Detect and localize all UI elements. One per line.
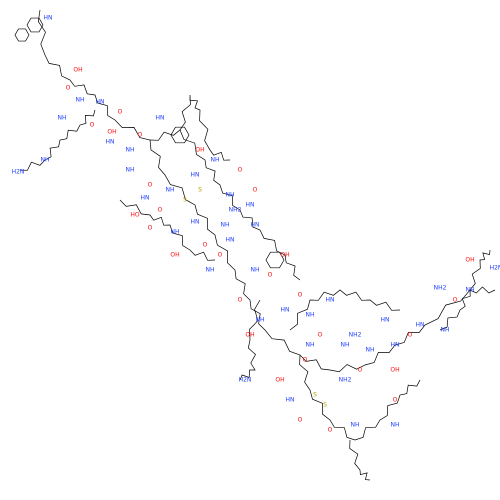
atom-label: HN xyxy=(326,297,335,304)
atom-label: OH xyxy=(73,67,82,74)
atom-label: HN xyxy=(281,307,290,314)
atom-label: O xyxy=(90,122,95,129)
atom-label: O xyxy=(66,85,71,92)
atom-label: H2N xyxy=(239,377,252,384)
atom-label: NH xyxy=(41,157,50,164)
atom-label: O xyxy=(408,332,413,339)
ring xyxy=(26,17,44,33)
atom-label: OH xyxy=(465,257,474,264)
bonds xyxy=(14,9,496,481)
atom-label: NH xyxy=(341,342,350,349)
atom-label: O xyxy=(218,252,223,259)
atom-label: HN xyxy=(416,322,425,329)
bond xyxy=(439,249,491,331)
atom-label: NH xyxy=(126,167,135,174)
atom-label: NH xyxy=(306,342,315,349)
atom-label: NH xyxy=(206,267,215,274)
atom-label: NH2 xyxy=(349,332,362,339)
atom-label: NH xyxy=(171,229,180,236)
bond xyxy=(299,354,421,441)
atom-label: NH xyxy=(226,192,235,199)
atom-label: NH xyxy=(441,327,450,334)
atom-label: NH xyxy=(58,115,67,122)
atom-label: O xyxy=(253,187,258,194)
bond xyxy=(289,289,401,331)
ring xyxy=(14,28,30,42)
ring xyxy=(170,126,190,144)
atom-label: O xyxy=(393,397,398,404)
atom-label: O xyxy=(268,272,273,279)
ring xyxy=(265,251,285,269)
atom-label: HN xyxy=(156,115,165,122)
atom-label: O xyxy=(453,297,458,304)
atom-label: OH xyxy=(170,252,179,259)
atom-label: NH xyxy=(466,287,475,294)
atom-label: O xyxy=(328,427,333,434)
atom-label: S xyxy=(183,197,187,204)
atom-label: NH xyxy=(76,97,85,104)
bond xyxy=(349,439,371,481)
atom-label: NH xyxy=(211,157,220,164)
atom-label: HN xyxy=(141,195,150,202)
bond xyxy=(37,9,496,373)
bond xyxy=(19,109,96,171)
atom-label: O xyxy=(318,332,323,339)
atom-label: O xyxy=(238,167,243,174)
atom-label: OH xyxy=(275,377,284,384)
atom-label: HN xyxy=(381,317,390,324)
bond xyxy=(119,199,216,261)
atom-label: O xyxy=(203,242,208,249)
atom-label: NH2 xyxy=(339,377,352,384)
atom-label: NH xyxy=(221,222,230,229)
atom-label: O xyxy=(148,182,153,189)
atom-label: NH xyxy=(166,187,175,194)
atom-label: HN xyxy=(96,99,105,106)
atom-label: NH xyxy=(391,422,400,429)
atom-label: OH xyxy=(107,129,116,136)
atom-label: HN xyxy=(191,172,200,179)
atom-label: H2N xyxy=(490,265,500,272)
atom-label: O xyxy=(298,417,303,424)
atom-label: HO xyxy=(130,212,140,219)
atom-label: O xyxy=(138,132,143,139)
atom-label: S xyxy=(313,392,317,399)
atom-label: HN xyxy=(44,15,53,22)
atom-label: O xyxy=(238,297,243,304)
bond xyxy=(239,299,261,381)
atom-label: S xyxy=(323,402,327,409)
atom-label: O xyxy=(118,109,123,116)
atom-label: OH xyxy=(195,147,204,154)
atom-label: NH2 xyxy=(229,207,242,214)
atom-label: NH2 xyxy=(434,285,447,292)
atom-label: H2N xyxy=(12,169,25,176)
atom-label: O xyxy=(358,367,363,374)
atom-label: NH xyxy=(126,147,135,154)
atom-label: O xyxy=(298,292,303,299)
atom-label: HN xyxy=(391,342,400,349)
atom-label: S xyxy=(198,187,202,194)
atom-label: O xyxy=(148,225,153,232)
atom-label: NH xyxy=(251,267,260,274)
atom-label: HN xyxy=(191,219,200,226)
atom-label: O xyxy=(158,207,163,214)
atom-label: HN xyxy=(106,139,115,146)
atom-label: NH xyxy=(366,347,375,354)
atom-label: OH xyxy=(245,332,254,339)
bond xyxy=(179,94,231,161)
atom-label: O xyxy=(303,357,308,364)
atom-label: OH xyxy=(280,252,289,259)
atom-label: HN xyxy=(286,397,295,404)
atom-label: NH xyxy=(256,317,265,324)
atom-label: HN xyxy=(226,237,235,244)
atom-label: HN xyxy=(246,202,255,209)
atom-label: NH xyxy=(351,422,360,429)
atom-label: HN xyxy=(251,222,260,229)
atom-label: OH xyxy=(390,367,399,374)
atom-label: NH xyxy=(306,312,315,319)
